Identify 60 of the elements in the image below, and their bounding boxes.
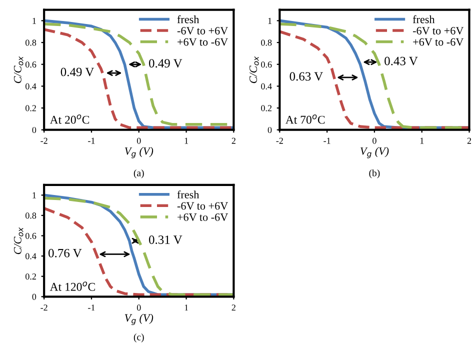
y-tick-label: 1 <box>32 18 36 24</box>
y-tick-label: 0.4 <box>26 253 36 260</box>
x-tick-label: 2 <box>467 138 472 144</box>
legend-label: -6V to +6V <box>412 27 464 35</box>
x-axis-title: V$_{g}$ (V) <box>124 314 154 326</box>
legend-label: fresh <box>177 190 200 198</box>
x-tick-label: -1 <box>88 138 95 144</box>
x-tick-label: 0 <box>372 138 376 144</box>
y-tick-label: 0.8 <box>261 40 272 46</box>
annotation: 0.31 V <box>149 236 182 244</box>
y-tick-label: 0.4 <box>261 83 272 90</box>
annotation: 0.76 V <box>48 248 82 258</box>
y-tick-label: 0.2 <box>26 273 36 280</box>
annotation: 0.49 V <box>149 59 182 68</box>
x-tick-label: 2 <box>232 138 236 144</box>
y-tick-label: 0 <box>268 126 272 134</box>
x-tick-label: 2 <box>232 304 236 311</box>
y-tick-label: 0.4 <box>26 83 36 90</box>
y-tick-label: 0.2 <box>261 105 272 112</box>
y-tick-label: 0.6 <box>26 232 36 239</box>
text: (c) <box>134 334 144 342</box>
legend-label: fresh <box>412 15 435 24</box>
y-tick-label: 0.6 <box>26 61 36 68</box>
annotation: 0.63 V <box>290 72 323 81</box>
y-axis-title: C/C$_{ox}$ <box>250 56 259 84</box>
annotation: 0.43 V <box>384 56 418 66</box>
annotation: 0.49 V <box>60 68 94 76</box>
y-tick-label: 0 <box>32 126 36 134</box>
y-tick-label: 0.8 <box>26 40 36 46</box>
text: (b) <box>369 169 380 178</box>
y-tick-label: 0 <box>32 294 36 300</box>
x-tick-label: 1 <box>420 138 424 144</box>
x-tick-label: 1 <box>184 138 188 144</box>
x-tick-label: -1 <box>88 304 95 311</box>
legend-label: fresh <box>177 15 200 24</box>
legend-label: +6V to -6V <box>178 213 228 221</box>
y-tick-label: 0.2 <box>26 105 36 112</box>
x-tick-label: -2 <box>40 304 48 311</box>
x-axis-title: V$_{g}$ (V) <box>124 147 154 158</box>
x-tick-label: -2 <box>40 138 48 144</box>
x-tick-label: 0 <box>136 304 141 311</box>
annotation: At 120$^{o}$C <box>50 282 95 291</box>
annotation: At 20$^{o}$C <box>50 114 90 124</box>
legend-label: +6V to -6V <box>413 38 464 46</box>
x-tick-label: 1 <box>184 304 188 311</box>
legend-label: +6V to -6V <box>178 38 228 46</box>
y-tick-label: 0.6 <box>261 61 272 68</box>
x-tick-label: -2 <box>276 138 283 144</box>
legend-label: -6V to +6V <box>177 27 228 35</box>
x-tick-label: -1 <box>324 138 330 144</box>
annotation: At 70$^{o}$C <box>285 114 325 124</box>
x-tick-label: 0 <box>136 138 141 144</box>
text: (a) <box>134 169 144 178</box>
y-tick-label: 1 <box>32 192 36 198</box>
y-axis-title: C/C$_{ox}$ <box>14 227 24 254</box>
y-tick-label: 1 <box>268 18 272 24</box>
legend-label: -6V to +6V <box>177 202 228 210</box>
x-axis-title: V$_{g}$ (V) <box>360 147 389 158</box>
y-axis-title: C/C$_{ox}$ <box>14 56 24 84</box>
y-tick-label: 0.8 <box>26 212 36 219</box>
